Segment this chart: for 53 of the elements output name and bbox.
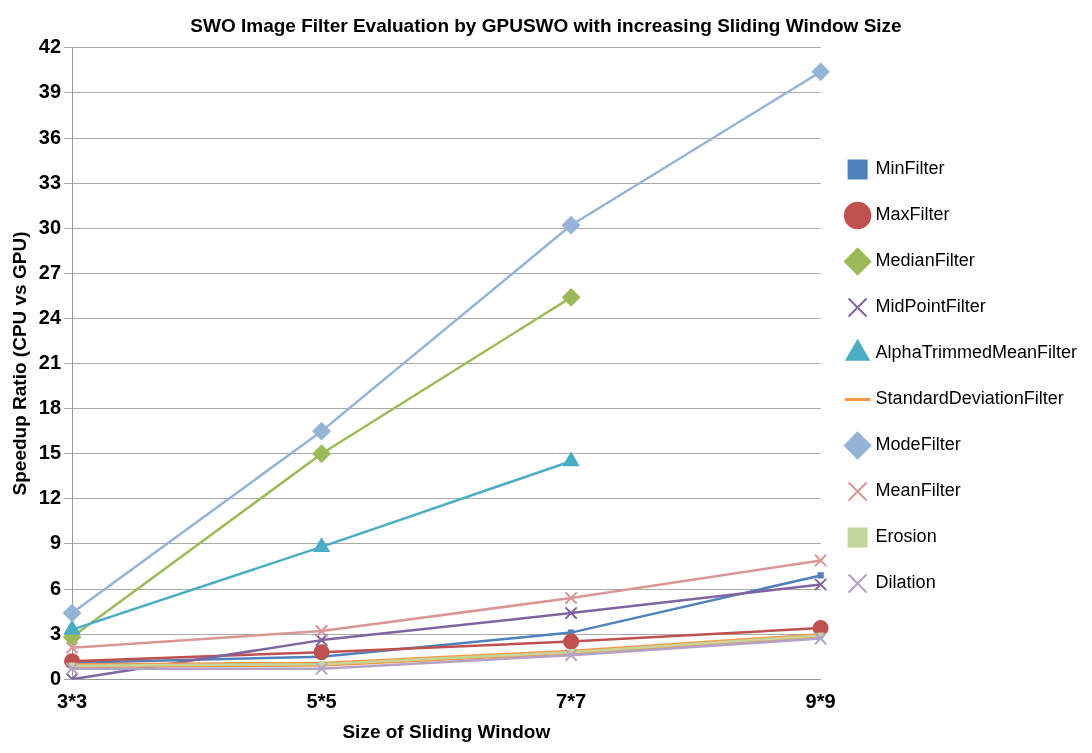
point — [813, 577, 828, 592]
point — [65, 662, 79, 676]
point — [564, 591, 578, 605]
y-tick-label: 3 — [49, 621, 62, 644]
y-tick-label: 21 — [38, 351, 62, 374]
point — [312, 422, 331, 441]
x-tick-label: 7*7 — [556, 689, 587, 712]
y-axis-title: Speedup Ratio (CPU vs GPU) — [8, 231, 30, 496]
y-tick-label: 15 — [38, 441, 62, 464]
y-tick-label: 39 — [38, 80, 62, 103]
chart-title: SWO Image Filter Evaluation by GPUSWO with increasing Sliding Window Size — [190, 14, 902, 36]
x-axis-title: Size of Sliding Window — [342, 720, 551, 742]
y-tick-label: 42 — [38, 35, 62, 58]
point — [562, 216, 581, 235]
point — [813, 553, 828, 568]
point — [817, 572, 824, 579]
legend-label: MedianFilter — [875, 250, 975, 271]
legend-label: StandardDeviationFilter — [875, 388, 1064, 409]
legend-label: MidPointFilter — [875, 296, 986, 317]
point — [314, 662, 329, 676]
legend-label: Dilation — [875, 572, 936, 593]
x-tick-label: 3*3 — [57, 689, 88, 712]
y-tick-label: 6 — [49, 576, 62, 599]
point — [313, 644, 330, 661]
point — [63, 604, 82, 623]
point — [563, 633, 580, 650]
y-tick-label: 33 — [38, 170, 62, 193]
legend-label: AlphaTrimmedMeanFilter — [875, 342, 1078, 363]
y-tick-label: 0 — [49, 666, 62, 689]
point — [563, 452, 580, 467]
y-tick-label: 30 — [38, 215, 62, 238]
y-tick-label: 24 — [38, 305, 62, 328]
point — [564, 606, 578, 620]
legend-label: ModeFilter — [875, 434, 961, 455]
y-tick-label: 27 — [38, 260, 62, 283]
point — [564, 648, 578, 662]
x-tick-label: 9*9 — [805, 689, 836, 712]
y-tick-label: 18 — [38, 396, 62, 419]
point — [314, 633, 329, 647]
point — [314, 624, 329, 638]
legend-label: MeanFilter — [875, 480, 961, 501]
y-tick-label: 12 — [38, 486, 62, 509]
point — [65, 640, 79, 655]
x-tick-label: 5*5 — [306, 689, 337, 712]
point — [312, 444, 331, 463]
y-tick-label: 9 — [49, 531, 62, 554]
legend-label: MaxFilter — [875, 204, 950, 225]
point — [811, 62, 830, 81]
legend-label: MinFilter — [875, 158, 945, 179]
legend-label: Erosion — [875, 526, 937, 547]
y-tick-label: 36 — [38, 125, 62, 148]
point — [813, 631, 828, 646]
point — [562, 288, 581, 307]
